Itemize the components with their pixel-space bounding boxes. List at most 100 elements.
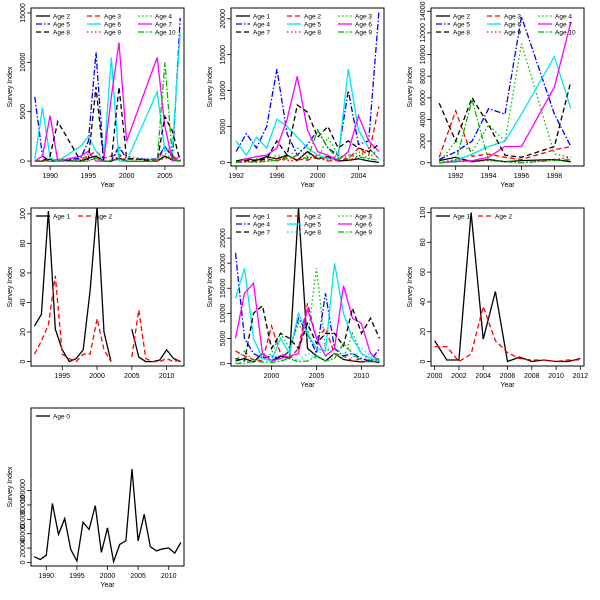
series-line-age-5 xyxy=(234,263,380,362)
y-tick-label: 6000 xyxy=(420,90,427,106)
series-line-age-6 xyxy=(439,55,572,164)
legend-label: Age 2 xyxy=(304,14,321,21)
x-tick-label: 2000 xyxy=(310,173,326,180)
plot-frame xyxy=(430,207,585,367)
y-tick-label: 20000 xyxy=(20,538,27,558)
legend-label: Age 2 xyxy=(495,214,512,221)
legend-label: Age 4 xyxy=(155,14,172,21)
x-tick-label: 2010 xyxy=(354,373,370,380)
y-tick-label: 5000 xyxy=(220,331,227,347)
legend-label: Age 1 xyxy=(253,14,270,21)
legend-label: Age 4 xyxy=(555,14,572,21)
x-tick-label: 1990 xyxy=(42,173,58,180)
legend-label: Age 5 xyxy=(453,22,470,29)
x-tick-label: 2000 xyxy=(119,173,135,180)
y-tick-label: 0 xyxy=(20,159,27,163)
x-tick-label: 1995 xyxy=(55,373,71,380)
y-axis-label: Survey Index xyxy=(7,66,14,107)
y-tick-label: 12000 xyxy=(420,23,427,43)
legend-label: Age 1 xyxy=(453,214,470,221)
y-tick-label: 60 xyxy=(420,268,427,276)
legend-label: Age 5 xyxy=(304,222,321,229)
y-tick-label: 20 xyxy=(20,328,27,336)
legend-label: Age 2 xyxy=(53,14,70,21)
series-line-age-0 xyxy=(33,468,182,565)
y-axis-label: Survey Index xyxy=(407,266,414,307)
x-tick-label: 2005 xyxy=(130,573,146,580)
y-tick-label: 40000 xyxy=(20,524,27,544)
y-tick-label: 5000 xyxy=(20,104,27,120)
x-tick-label: 2000 xyxy=(89,373,105,380)
y-tick-label: 14000 xyxy=(420,1,427,21)
y-tick-label: 0 xyxy=(220,160,227,164)
legend-label: Age 0 xyxy=(53,414,70,421)
series-lines xyxy=(34,17,181,163)
legend-label: Age 9 xyxy=(355,230,372,237)
chart-panel-3: 1992 1994 1996 1998 0 2000 4000 6000 8000 10000 12… xyxy=(407,1,585,189)
plot-frame xyxy=(30,7,185,167)
series-line-age-9 xyxy=(235,342,380,365)
y-tick-label: 20000 xyxy=(220,9,227,29)
x-tick-label: 2010 xyxy=(159,373,175,380)
legend-label: Age 3 xyxy=(355,14,372,21)
series-lines xyxy=(434,212,581,363)
series-lines xyxy=(33,208,181,363)
y-tick-label: 80 xyxy=(20,239,27,247)
x-axis-label: Year xyxy=(300,182,315,189)
legend: Age 1 Age 2 xyxy=(36,214,112,221)
y-axis-label: Survey Index xyxy=(407,66,414,107)
chart-panel-2: 1992 1996 2000 2004 0 5000 10000 15000 20000 Year… xyxy=(207,7,385,189)
legend-label: Age 6 xyxy=(104,22,121,29)
y-tick-label: 15000 xyxy=(20,3,27,23)
y-tick-label: 20000 xyxy=(220,253,227,273)
y-tick-label: 100000 xyxy=(20,479,27,502)
y-tick-label: 0 xyxy=(220,361,227,365)
y-tick-label: 100 xyxy=(420,207,427,219)
legend-label: Age 9 xyxy=(104,30,121,37)
y-axis-label: Survey Index xyxy=(207,66,214,107)
legend-label: Age 3 xyxy=(104,14,121,21)
chart-panel-5: 2000 2005 2010 0 5000 10000 15000 20000 25000 Yea… xyxy=(207,207,385,389)
legend: Age 2 Age 3 Age 4 Age 5 Age 6 Age 7 Age 8 Age 9… xyxy=(436,14,576,37)
x-axis-label: Year xyxy=(500,382,515,389)
series-line-age-7 xyxy=(235,304,381,362)
y-tick-label: 80 xyxy=(420,238,427,246)
y-tick-label: 15000 xyxy=(220,278,227,298)
x-tick-label: 1995 xyxy=(81,173,97,180)
y-tick-label: 60 xyxy=(20,269,27,277)
series-line-age-6 xyxy=(235,76,380,164)
series-line-age-2 xyxy=(235,106,380,164)
x-axis-label: Year xyxy=(100,182,115,189)
legend-label: Age 7 xyxy=(555,22,572,29)
series-line-age-10 xyxy=(34,62,181,162)
y-tick-label: 80000 xyxy=(20,495,27,515)
series-line-age-8 xyxy=(236,147,380,164)
y-tick-label: 40 xyxy=(20,299,27,307)
x-tick-label: 1994 xyxy=(481,173,497,180)
x-tick-label: 1995 xyxy=(69,573,85,580)
legend: Age 1 Age 2 xyxy=(436,214,512,221)
chart-panel-6: 2000 2002 2004 2006 2008 2010 2012 0 20 40 60 80 100… xyxy=(407,207,588,389)
legend-label: Age 7 xyxy=(253,230,270,237)
series-line-age-5 xyxy=(235,68,380,160)
series-line-age-6 xyxy=(234,281,380,362)
y-tick-label: 0 xyxy=(420,359,427,363)
series-line-age-4 xyxy=(438,43,571,164)
y-tick-label: 20 xyxy=(420,328,427,336)
series-line-age-7 xyxy=(236,103,380,164)
y-tick-label: 4000 xyxy=(420,112,427,128)
legend-label: Age 6 xyxy=(355,22,372,29)
y-tick-label: 10000 xyxy=(220,81,227,101)
legend-label: Age 5 xyxy=(304,22,321,29)
legend-label: Age 6 xyxy=(504,22,521,29)
legend-label: Age 9 xyxy=(504,30,521,37)
y-tick-label: 5000 xyxy=(220,119,227,135)
x-tick-label: 1992 xyxy=(448,173,464,180)
x-tick-label: 1996 xyxy=(514,173,530,180)
legend-label: Age 3 xyxy=(355,214,372,221)
x-tick-label: 2000 xyxy=(427,373,443,380)
plot-frame xyxy=(30,207,185,367)
y-tick-label: 0 xyxy=(420,161,427,165)
series-line-age-2 xyxy=(33,275,181,363)
y-tick-label: 10000 xyxy=(20,52,27,72)
